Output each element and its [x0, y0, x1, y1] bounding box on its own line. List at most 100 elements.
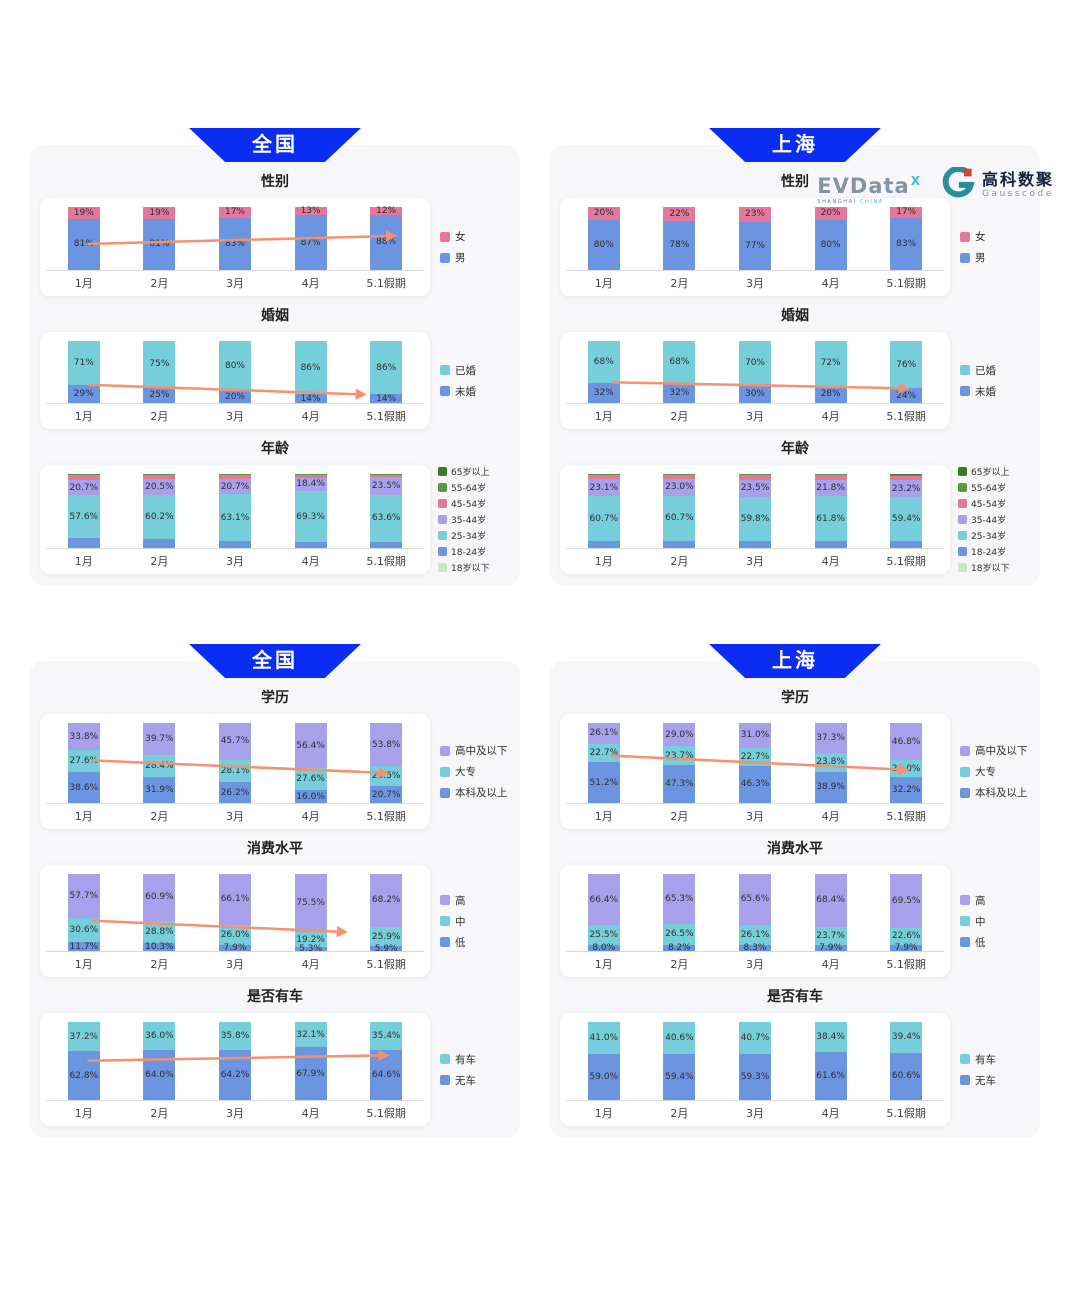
segment-label: 57.6% [70, 512, 99, 522]
stacked-bar: 65.3%26.5%8.2% [663, 874, 695, 951]
segment-age-25-34: 57.6% [68, 495, 100, 538]
axis-tick: 5.1假期 [868, 808, 944, 824]
axis-tick: 1月 [46, 808, 122, 824]
plot-area: 37.2%62.8%36.0%64.0%35.8%64.2%32.1%67.9%… [46, 1023, 424, 1101]
legend-label: 中 [455, 914, 466, 929]
legend-swatch [958, 483, 967, 492]
bar-slot: 66.4%25.5%8.0% [566, 875, 642, 951]
segment-label: 23.7% [816, 931, 845, 941]
legend-label: 男 [975, 250, 986, 265]
segment-label: 31.9% [145, 785, 174, 795]
segment-label: 24% [896, 391, 916, 401]
stacked-bar: 23.2%59.4% [890, 474, 922, 548]
legend-item-age-18-24: 18-24岁 [438, 545, 510, 558]
segment-label: 20% [225, 392, 245, 402]
segment-label: 59.0% [590, 1072, 619, 1082]
segment-married: 75% [143, 341, 175, 388]
legend-item-male: 男 [960, 250, 1030, 265]
stacked-bar: 19%81% [143, 207, 175, 270]
axis-tick: 1月 [566, 408, 642, 424]
segment-age-35-44: 21.8% [815, 480, 847, 496]
bar-slot: 46.8%21.0%32.2% [868, 724, 944, 803]
legend-label: 55-64岁 [971, 481, 1006, 494]
segment-label: 30% [745, 389, 765, 399]
legend-item-highschool-below: 高中及以下 [440, 743, 510, 758]
segment-label: 86% [301, 363, 321, 373]
axis-tick: 3月 [197, 808, 273, 824]
bar-slot: 23.5%59.8% [717, 475, 793, 548]
segment-label: 45.7% [221, 736, 250, 746]
legend-swatch [440, 788, 450, 798]
segment-age-35-44: 23.2% [890, 480, 922, 497]
legend-item-low: 低 [440, 935, 510, 950]
axis-tick: 5.1假期 [868, 553, 944, 569]
segment-label: 19% [149, 208, 169, 218]
region-banner-national-demographics: 全国 [189, 128, 361, 162]
segment-label: 20.5% [145, 482, 174, 492]
axis-tick: 5.1假期 [348, 408, 424, 424]
legend-label: 男 [455, 250, 466, 265]
segment-no-car: 64.6% [370, 1050, 402, 1100]
legend-label: 25-34岁 [451, 529, 486, 542]
segment-bachelor-above: 46.3% [739, 766, 771, 803]
bar-slot: 68.4%23.7%7.9% [793, 875, 869, 951]
axis-tick: 3月 [717, 275, 793, 291]
legend-swatch [958, 515, 967, 524]
segment-has-car: 39.4% [890, 1022, 922, 1053]
chart-title-marriage: 婚姻 [550, 305, 1040, 325]
legend-item-age-65-plus: 65岁以上 [958, 465, 1030, 478]
stacked-bar: 38.4%61.6% [815, 1022, 847, 1100]
bar-slot: 31.0%22.7%46.3% [717, 724, 793, 803]
segment-married: 72% [815, 341, 847, 386]
stacked-bar: 37.2%62.8% [68, 1022, 100, 1100]
chart-card-car: 37.2%62.8%36.0%64.0%35.8%64.2%32.1%67.9%… [40, 1013, 430, 1126]
segment-label: 38.6% [70, 783, 99, 793]
segment-age-25-34: 61.8% [815, 496, 847, 542]
legend-label: 大专 [455, 764, 476, 779]
chart-row-car: 41.0%59.0%40.6%59.4%40.7%59.3%38.4%61.6%… [550, 1013, 1040, 1126]
segment-high: 66.4% [588, 874, 620, 925]
axis-tick: 4月 [273, 408, 349, 424]
segment-label: 22.6% [892, 931, 921, 941]
segment-single: 30% [739, 384, 771, 403]
legend-item-age-18-24: 18-24岁 [958, 545, 1030, 558]
segment-label: 17% [896, 207, 916, 217]
legend-swatch [960, 232, 970, 242]
plot-area: 19%81%19%81%17%83%13%87%12%88% [46, 208, 424, 271]
bar-slot: 18.4%69.3% [273, 475, 349, 548]
axis-tick: 2月 [122, 1105, 198, 1121]
legend-item-married: 已婚 [960, 363, 1030, 378]
segment-label: 26.2% [221, 788, 250, 798]
legend-label: 18岁以下 [451, 561, 489, 574]
segment-married: 71% [68, 341, 100, 385]
legend-item-high: 高 [440, 893, 510, 908]
bar-slot: 17%83% [197, 208, 273, 270]
bar-slot: 19%81% [46, 208, 122, 270]
bar-slot: 71%29% [46, 342, 122, 403]
segment-label: 23.1% [590, 483, 619, 493]
stacked-bar: 35.4%64.6% [370, 1022, 402, 1100]
segment-female: 20% [815, 207, 847, 220]
legend-label: 大专 [975, 764, 996, 779]
segment-low: 11.7% [68, 942, 100, 951]
chart-title-consumption: 消费水平 [550, 838, 1040, 858]
axis-tick: 5.1假期 [348, 956, 424, 972]
segment-label: 28.8% [145, 927, 174, 937]
segment-label: 27.6% [296, 774, 325, 784]
bar-slot: 53.8%25.5%20.7% [348, 724, 424, 803]
plot-area: 20.7%57.6%20.5%60.2%20.7%63.1%18.4%69.3%… [46, 475, 424, 549]
legend-swatch [960, 895, 970, 905]
legend-swatch [440, 386, 450, 396]
legend-swatch [440, 895, 450, 905]
segment-label: 60.2% [145, 512, 174, 522]
segment-no-car: 59.0% [588, 1054, 620, 1100]
bar-slot: 69.5%22.6%7.9% [868, 875, 944, 951]
axis-tick: 1月 [566, 1105, 642, 1121]
segment-label: 20.7% [372, 790, 401, 800]
legend-swatch [440, 1054, 450, 1064]
